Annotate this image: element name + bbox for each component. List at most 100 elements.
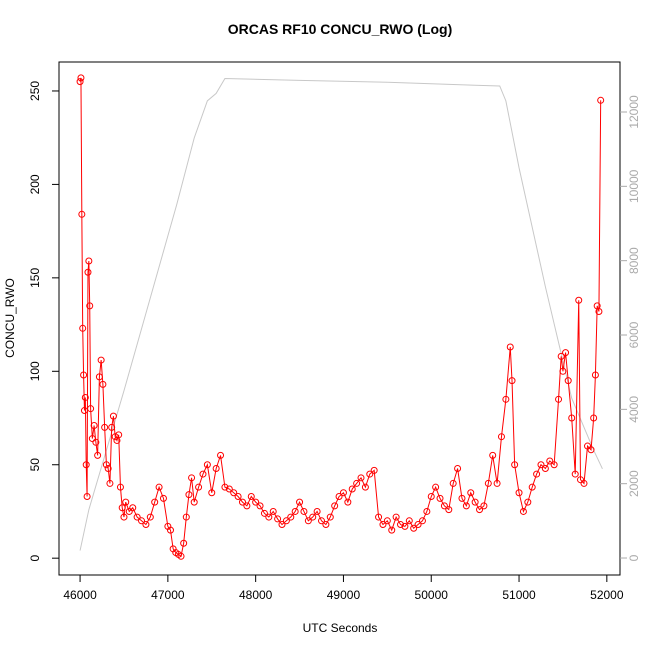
data-point xyxy=(133,513,141,521)
data-point xyxy=(519,507,527,515)
data-point xyxy=(379,521,387,529)
data-point xyxy=(370,466,378,474)
data-point xyxy=(106,479,114,487)
data-point xyxy=(182,513,190,521)
data-point xyxy=(383,517,391,525)
data-point xyxy=(199,470,207,478)
data-point xyxy=(238,498,246,506)
data-point xyxy=(497,433,505,441)
data-point xyxy=(454,464,462,472)
y2-tick-label: 0 xyxy=(627,554,641,561)
data-point xyxy=(102,461,110,469)
data-point xyxy=(79,324,87,332)
data-point xyxy=(208,489,216,497)
data-point xyxy=(252,498,260,506)
data-point xyxy=(95,373,103,381)
data-point xyxy=(575,296,583,304)
data-point xyxy=(97,356,105,364)
data-point xyxy=(115,431,123,439)
data-point xyxy=(88,435,96,443)
data-point xyxy=(344,498,352,506)
data-point xyxy=(116,483,124,491)
data-point xyxy=(177,552,185,560)
data-point xyxy=(537,461,545,469)
data-point xyxy=(278,521,286,529)
data-point xyxy=(564,377,572,385)
y2-tick-label: 12000 xyxy=(627,95,641,129)
data-point xyxy=(260,509,268,517)
data-point xyxy=(287,513,295,521)
data-point xyxy=(80,407,88,415)
data-point xyxy=(432,483,440,491)
data-point xyxy=(414,521,422,529)
data-point xyxy=(557,352,565,360)
data-point xyxy=(195,483,203,491)
data-point xyxy=(405,517,413,525)
data-point xyxy=(282,517,290,525)
y2-tick-label: 6000 xyxy=(627,321,641,348)
data-point xyxy=(418,517,426,525)
data-point xyxy=(361,483,369,491)
data-point xyxy=(528,483,536,491)
data-point xyxy=(410,524,418,532)
data-point xyxy=(265,513,273,521)
data-point xyxy=(449,479,457,487)
data-point xyxy=(274,515,282,523)
data-point xyxy=(109,412,117,420)
x-axis-label: UTC Seconds xyxy=(303,621,378,635)
data-point xyxy=(111,433,119,441)
data-point xyxy=(458,494,466,502)
series-line xyxy=(79,78,603,551)
data-point xyxy=(568,414,576,422)
data-point xyxy=(489,451,497,459)
data-point xyxy=(125,507,133,515)
data-point xyxy=(225,485,233,493)
data-point xyxy=(462,502,470,510)
data-point xyxy=(471,498,479,506)
data-point xyxy=(493,479,501,487)
data-point xyxy=(576,476,584,484)
y-tick-label: 200 xyxy=(28,174,42,194)
data-point xyxy=(427,493,435,501)
data-point xyxy=(348,485,356,493)
x-tick-label: 46000 xyxy=(63,588,97,602)
y-tick-label: 50 xyxy=(28,458,42,472)
data-point xyxy=(166,526,174,534)
data-point xyxy=(142,521,150,529)
data-point xyxy=(291,507,299,515)
data-point xyxy=(185,491,193,499)
data-point xyxy=(151,498,159,506)
data-point xyxy=(392,513,400,521)
data-point xyxy=(584,442,592,450)
data-point xyxy=(524,498,532,506)
data-point xyxy=(120,513,128,521)
data-point xyxy=(155,483,163,491)
data-point xyxy=(546,457,554,465)
y-axis-label: CONCU_RWO xyxy=(3,278,17,358)
data-point xyxy=(80,371,88,379)
data-point xyxy=(590,414,598,422)
data-point xyxy=(597,96,605,104)
data-point xyxy=(591,371,599,379)
data-point xyxy=(221,483,229,491)
data-point xyxy=(243,502,251,510)
data-point xyxy=(81,393,89,401)
y-tick-label: 150 xyxy=(28,268,42,288)
y-tick-label: 250 xyxy=(28,81,42,101)
data-point xyxy=(309,513,317,521)
data-point xyxy=(99,380,107,388)
data-point xyxy=(571,470,579,478)
data-point xyxy=(445,506,453,514)
data-point xyxy=(138,517,146,525)
data-point xyxy=(84,268,92,276)
data-point xyxy=(436,494,444,502)
data-point xyxy=(77,74,85,82)
data-point xyxy=(129,504,137,512)
data-point xyxy=(508,377,516,385)
plot-frame xyxy=(58,61,621,576)
y-tick-label: 100 xyxy=(28,361,42,381)
data-point xyxy=(502,395,510,403)
x-tick-label: 50000 xyxy=(415,588,449,602)
x-tick-label: 52000 xyxy=(590,588,624,602)
data-point xyxy=(256,502,264,510)
